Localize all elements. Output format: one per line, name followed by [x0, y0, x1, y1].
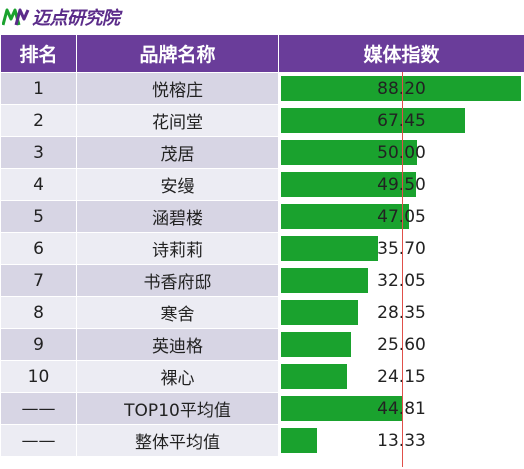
rank-cell: —— [0, 424, 77, 457]
media-index-cell: 50.00 [278, 136, 524, 169]
index-value-label: 50.00 [377, 143, 426, 163]
rank-cell: 2 [0, 104, 77, 137]
index-value-label: 28.35 [377, 303, 426, 323]
media-index-cell: 44.81 [278, 392, 524, 425]
rank-cell: 10 [0, 360, 77, 393]
table-row: ——TOP10平均值 44.81 [0, 392, 524, 425]
media-index-cell: 24.15 [278, 360, 524, 393]
table-row: ——整体平均值 13.33 [0, 424, 524, 457]
rank-cell: 1 [0, 72, 77, 105]
index-bar [281, 396, 403, 421]
brand-name-cell: 整体平均值 [76, 424, 279, 457]
index-value-label: 44.81 [377, 399, 426, 419]
index-bar [281, 300, 358, 325]
rank-cell: —— [0, 392, 77, 425]
rank-cell: 3 [0, 136, 77, 169]
column-header-rank: 排名 [0, 34, 77, 73]
index-bar [281, 108, 465, 133]
index-value-label: 13.33 [377, 431, 426, 451]
index-bar [281, 268, 368, 293]
brand-name-cell: 花间堂 [76, 104, 279, 137]
table-row: 4安缦 49.50 [0, 168, 524, 201]
rank-cell: 7 [0, 264, 77, 297]
brand-name-cell: 涵碧楼 [76, 200, 279, 233]
media-index-cell: 28.35 [278, 296, 524, 329]
index-bar [281, 332, 351, 357]
brand-name-cell: 诗莉莉 [76, 232, 279, 265]
media-index-cell: 13.33 [278, 424, 524, 457]
index-value-label: 49.50 [377, 175, 426, 195]
table-row: 8寒舍 28.35 [0, 296, 524, 329]
rank-cell: 6 [0, 232, 77, 265]
brand-name-cell: 茂居 [76, 136, 279, 169]
rank-cell: 8 [0, 296, 77, 329]
brand-name-cell: 寒舍 [76, 296, 279, 329]
index-value-label: 47.05 [377, 207, 426, 227]
index-bar [281, 204, 409, 229]
rank-cell: 5 [0, 200, 77, 233]
index-bar [281, 76, 521, 101]
index-bar [281, 140, 417, 165]
column-header-index: 媒体指数 [278, 34, 524, 73]
table-header-row: 排名 品牌名称 媒体指数 [0, 34, 524, 73]
average-reference-line [402, 72, 403, 467]
media-index-cell: 35.70 [278, 232, 524, 265]
logo-text: 迈点研究院 [32, 8, 120, 29]
media-index-cell: 67.45 [278, 104, 524, 137]
index-value-label: 25.60 [377, 335, 426, 355]
media-index-cell: 32.05 [278, 264, 524, 297]
index-value-label: 24.15 [377, 367, 426, 387]
index-bar [281, 172, 416, 197]
index-bar [281, 236, 378, 261]
rank-cell: 4 [0, 168, 77, 201]
index-value-label: 67.45 [377, 111, 426, 131]
logo-mark-icon [2, 8, 30, 26]
media-index-cell: 25.60 [278, 328, 524, 361]
brand-name-cell: 英迪格 [76, 328, 279, 361]
rank-cell: 9 [0, 328, 77, 361]
logo: 迈点研究院 [2, 4, 120, 30]
media-index-cell: 47.05 [278, 200, 524, 233]
index-value-label: 88.20 [377, 79, 426, 99]
index-value-label: 35.70 [377, 239, 426, 259]
brand-name-cell: 书香府邸 [76, 264, 279, 297]
index-bar [281, 364, 347, 389]
brand-name-cell: 悦榕庄 [76, 72, 279, 105]
index-bar [281, 428, 317, 453]
index-value-label: 32.05 [377, 271, 426, 291]
media-index-cell: 88.20 [278, 72, 524, 105]
brand-name-cell: 安缦 [76, 168, 279, 201]
brand-name-cell: TOP10平均值 [76, 392, 279, 425]
table-row: 3茂居 50.00 [0, 136, 524, 169]
column-header-brand: 品牌名称 [76, 34, 279, 73]
media-index-cell: 49.50 [278, 168, 524, 201]
brand-name-cell: 裸心 [76, 360, 279, 393]
